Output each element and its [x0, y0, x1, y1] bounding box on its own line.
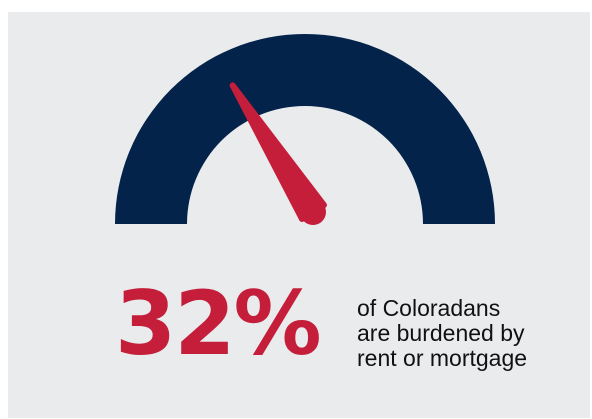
stat-caption: of Coloradans are burdened by rent or mo… — [357, 296, 527, 371]
gauge-arc — [115, 34, 495, 224]
gauge-chart — [115, 34, 495, 225]
infographic-panel: 32% of Coloradans are burdened by rent o… — [8, 12, 590, 418]
gauge-needle-hub — [300, 199, 326, 225]
caption-line-1: of Coloradans — [357, 295, 501, 321]
caption-line-3: rent or mortgage — [357, 345, 528, 371]
caption-line-2: are burdened by — [357, 320, 525, 346]
stat-value: 32% — [115, 272, 322, 375]
